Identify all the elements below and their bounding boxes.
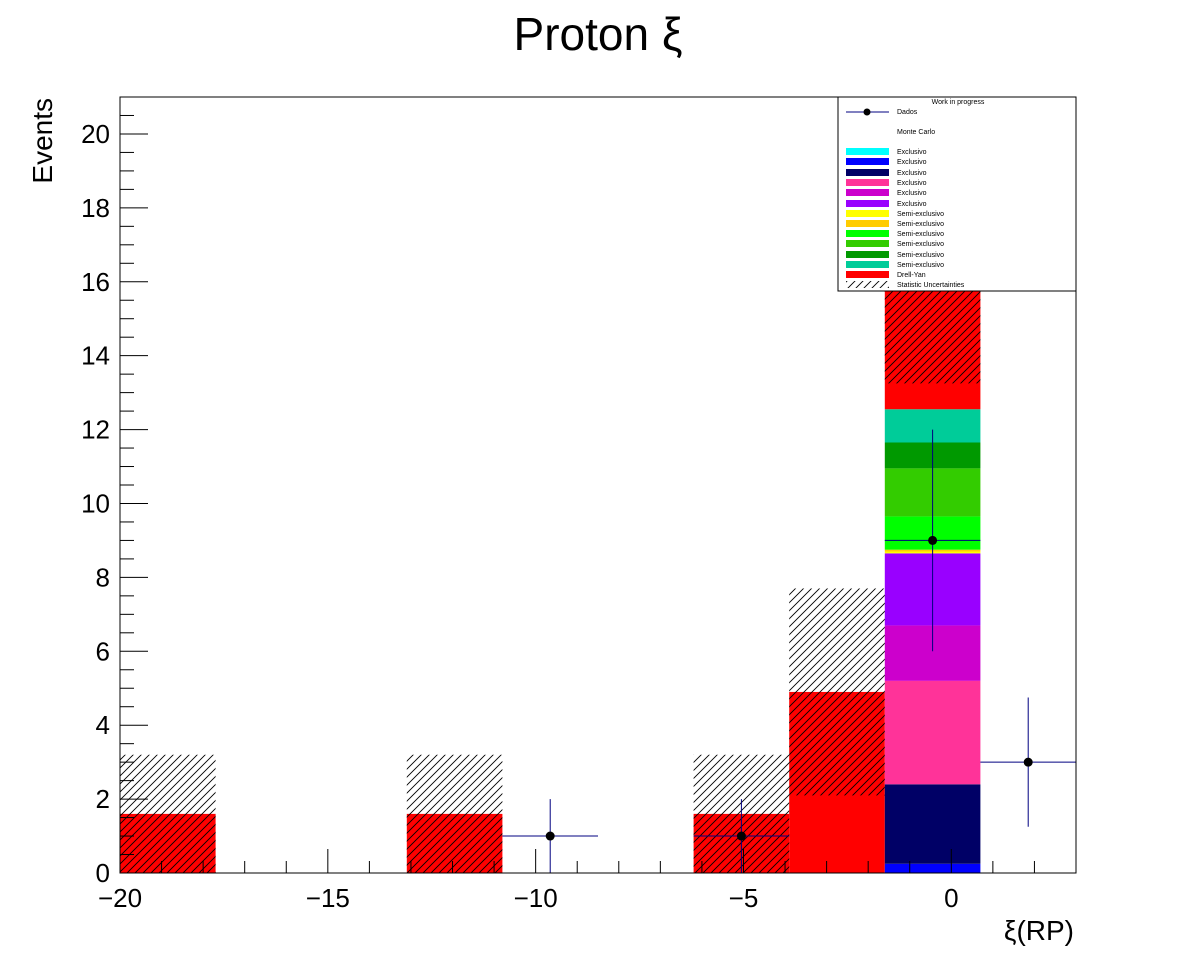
plot-data-points [502, 429, 1076, 873]
data-point-1 [693, 799, 790, 873]
axis-ticks [119, 96, 1077, 874]
svg-text:Monte Carlo: Monte Carlo [897, 129, 935, 136]
svg-text:Semi-exclusivo: Semi-exclusivo [897, 231, 944, 238]
chart-title: Proton ξ [514, 8, 683, 60]
plot-uncertainties [120, 198, 981, 873]
legend-entry-13: Semi-exclusivo [846, 261, 944, 269]
legend-entry-9: Semi-exclusivo [846, 220, 944, 228]
svg-text:Exclusivo: Exclusivo [897, 170, 927, 177]
legend-entry-14: Drell-Yan [846, 271, 926, 279]
svg-text:Drell-Yan: Drell-Yan [897, 272, 926, 279]
bar-4-segment-2 [884, 680, 981, 785]
legend-entry-2: Exclusivo [846, 148, 927, 156]
svg-text:Exclusivo: Exclusivo [897, 201, 927, 208]
y-tick-label: 0 [96, 858, 110, 888]
y-tick-label: 2 [96, 784, 110, 814]
data-point-0 [502, 799, 598, 873]
y-tick-label: 4 [96, 710, 110, 740]
y-tick-label: 14 [81, 341, 110, 371]
svg-text:Semi-exclusivo: Semi-exclusivo [897, 211, 944, 218]
x-axis-title: ξ(RP) [1004, 915, 1074, 946]
legend-entry-12: Semi-exclusivo [846, 251, 944, 259]
y-tick-label: 6 [96, 636, 110, 666]
svg-text:Semi-exclusivo: Semi-exclusivo [897, 262, 944, 269]
svg-text:Exclusivo: Exclusivo [897, 180, 927, 187]
x-tick-label: 0 [944, 883, 958, 913]
x-tick-label: −20 [98, 883, 142, 913]
legend-entry-1: Monte Carlo [897, 129, 935, 136]
y-tick-label: 16 [81, 267, 110, 297]
data-point-3 [980, 697, 1076, 827]
svg-text:Exclusivo: Exclusivo [897, 159, 927, 166]
y-tick-label: 18 [81, 193, 110, 223]
y-tick-label: 20 [81, 119, 110, 149]
legend: Work in progress Dados Monte Carlo Exclusiv… [837, 96, 1077, 292]
legend-entry-5: Exclusivo [846, 179, 927, 187]
legend-header: Work in progress [932, 99, 985, 106]
x-tick-label: −15 [306, 883, 350, 913]
legend-entry-8: Semi-exclusivo [846, 210, 944, 218]
y-tick-label: 12 [81, 415, 110, 445]
legend-entry-6: Exclusivo [846, 189, 927, 197]
x-tick-label: −5 [729, 883, 759, 913]
data-point-2 [884, 429, 981, 652]
bar-4-segment-0 [884, 863, 981, 873]
legend-entry-7: Exclusivo [846, 200, 927, 208]
x-tick-label: −10 [514, 883, 558, 913]
legend-entry-15: Statistic Uncertainties [846, 281, 965, 289]
y-tick-label: 8 [96, 562, 110, 592]
y-axis-title: Events [27, 98, 58, 184]
bar-4-segment-1 [884, 784, 981, 864]
legend-entry-0: Dados [846, 108, 918, 116]
legend-entry-3: Exclusivo [846, 158, 927, 166]
stat-uncertainty-band-0 [120, 754, 216, 873]
stat-uncertainty-band-3 [789, 588, 885, 796]
y-tick-label: 10 [81, 488, 110, 518]
svg-text:Semi-exclusivo: Semi-exclusivo [897, 241, 944, 248]
legend-entry-11: Semi-exclusivo [846, 240, 944, 248]
svg-text:Exclusivo: Exclusivo [897, 149, 927, 156]
svg-text:Semi-exclusivo: Semi-exclusivo [897, 221, 944, 228]
legend-entry-4: Exclusivo [846, 169, 927, 177]
svg-text:Semi-exclusivo: Semi-exclusivo [897, 252, 944, 259]
svg-text:Statistic Uncertainties: Statistic Uncertainties [897, 282, 965, 289]
svg-text:Dados: Dados [897, 109, 918, 116]
legend-entry-10: Semi-exclusivo [846, 230, 944, 238]
axis-tick-labels: 0 2 4 6 8 10 12 14 16 18 20 −20 −15 −10 −5 0 [81, 119, 958, 913]
svg-text:Exclusivo: Exclusivo [897, 190, 927, 197]
stat-uncertainty-band-1 [406, 754, 503, 873]
